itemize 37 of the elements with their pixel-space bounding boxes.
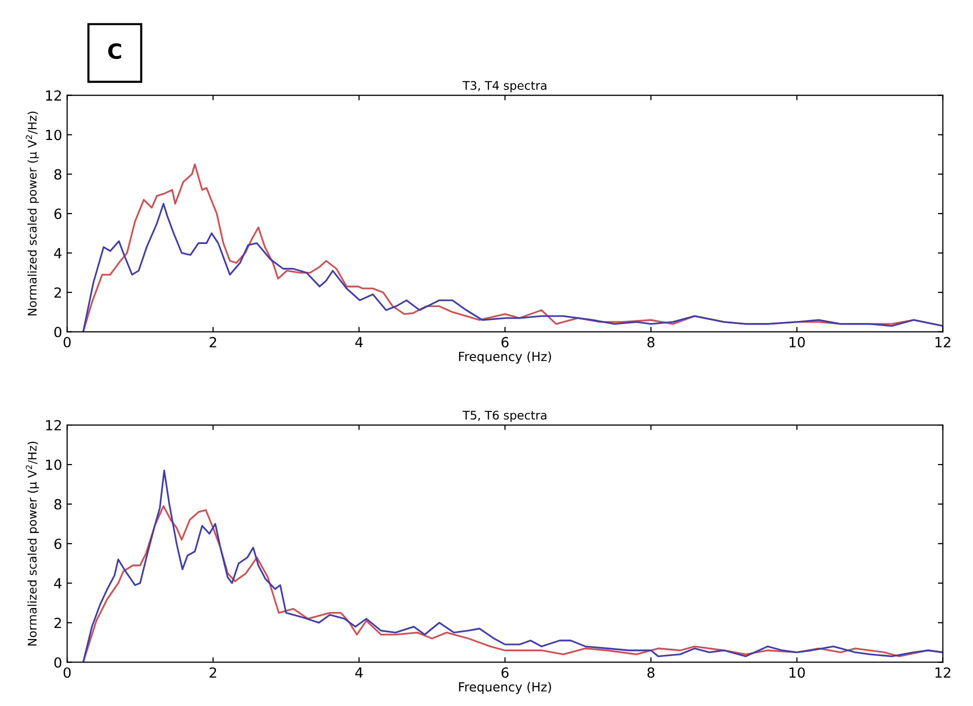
y-tick-label: 8 [54, 169, 62, 180]
x-tick-label: 8 [647, 336, 654, 348]
y-tick-label: 6 [54, 208, 62, 220]
text: C [108, 43, 122, 59]
y-tick-label: 10 [46, 460, 62, 470]
x-tick-label: 2 [210, 667, 216, 678]
line-series [82, 470, 943, 662]
x-tick-label: 4 [355, 668, 363, 678]
y-tick-label: 8 [54, 499, 62, 510]
y-tick-label: 0 [54, 326, 62, 338]
x-tick-label: 12 [936, 336, 950, 348]
y-tick-label: 6 [54, 538, 62, 550]
chart-title: T5, T6 spectra [462, 410, 546, 422]
x-tick-label: 6 [502, 667, 509, 678]
x-tick-label: 0 [64, 336, 71, 348]
chart-title: T3, T4 spectra [462, 80, 546, 92]
x-tick-label: 10 [790, 667, 805, 678]
x-tick-label: 0 [64, 667, 71, 678]
x-tick-label: 8 [647, 667, 654, 678]
x-axis-title: Frequency (Hz) [459, 682, 552, 694]
y-tick-label: 4 [54, 578, 62, 588]
x-tick-label: 4 [355, 337, 363, 348]
y-tick-label: 10 [46, 130, 62, 140]
y-tick-label: 2 [54, 618, 61, 628]
x-tick-label: 2 [210, 336, 216, 348]
y-tick-label: 0 [54, 657, 62, 668]
y-axis-title: Normalized scaled power (μ V$^{2}$/Hz) [26, 442, 39, 646]
y-tick-label: 12 [46, 420, 61, 430]
x-tick-label: 12 [936, 667, 950, 678]
x-tick-label: 10 [790, 336, 805, 348]
y-tick-label: 4 [54, 248, 62, 258]
x-axis-title: Frequency (Hz) [459, 352, 552, 364]
x-tick-label: 6 [502, 336, 509, 348]
line-series [82, 202, 943, 332]
y-axis-title: Normalized scaled power (μ V$^{2}$/Hz) [26, 112, 39, 316]
y-tick-label: 12 [46, 90, 61, 101]
y-tick-label: 2 [54, 287, 61, 298]
